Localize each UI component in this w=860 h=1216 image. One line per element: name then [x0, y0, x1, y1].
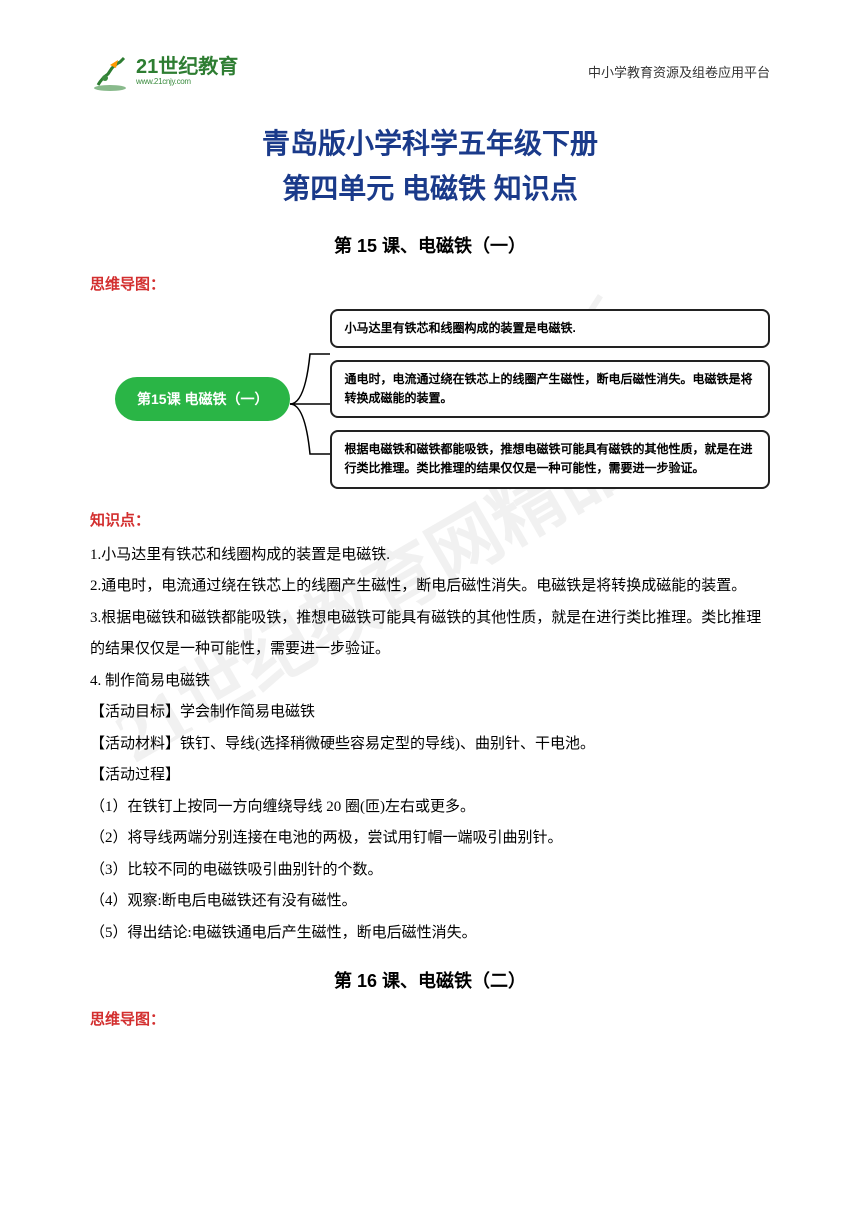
- mindmap-connector: [290, 334, 330, 464]
- page-header: 21世纪教育 www.21cnjy.com 中小学教育资源及组卷应用平台: [90, 50, 770, 92]
- knowledge-item-2: 2.通电时，电流通过绕在铁芯上的线圈产生磁性，断电后磁性消失。电磁铁是将转换成磁…: [90, 571, 770, 603]
- mindmap-branches: 小马达里有铁芯和线圈构成的装置是电磁铁. 通电时，电流通过绕在铁芯上的线圈产生磁…: [330, 309, 770, 489]
- title-line2: 第四单元 电磁铁 知识点: [90, 167, 770, 212]
- title-line1: 青岛版小学科学五年级下册: [90, 122, 770, 167]
- knowledge-item-5: 【活动目标】学会制作简易电磁铁: [90, 697, 770, 729]
- header-right-text: 中小学教育资源及组卷应用平台: [588, 62, 770, 81]
- knowledge-item-6: 【活动材料】铁钉、导线(选择稍微硬些容易定型的导线)、曲别针、干电池。: [90, 729, 770, 761]
- knowledge-content: 1.小马达里有铁芯和线圈构成的装置是电磁铁. 2.通电时，电流通过绕在铁芯上的线…: [90, 540, 770, 950]
- mindmap-label-2: 思维导图：: [90, 1008, 770, 1029]
- page-content: 21世纪教育 www.21cnjy.com 中小学教育资源及组卷应用平台 青岛版…: [0, 0, 860, 1079]
- knowledge-item-12: （5）得出结论:电磁铁通电后产生磁性，断电后磁性消失。: [90, 918, 770, 950]
- lesson15-title: 第 15 课、电磁铁（一）: [90, 232, 770, 258]
- mindmap-label: 思维导图：: [90, 273, 770, 294]
- logo-main-text: 21世纪教育: [136, 57, 238, 77]
- knowledge-label: 知识点：: [90, 509, 770, 530]
- mindmap-diagram: 第15课 电磁铁（一） 小马达里有铁芯和线圈构成的装置是电磁铁. 通电时，电流通…: [90, 309, 770, 489]
- lesson16-title: 第 16 课、电磁铁（二）: [90, 967, 770, 993]
- knowledge-item-8: （1）在铁钉上按同一方向缠绕导线 20 圈(匝)左右或更多。: [90, 792, 770, 824]
- knowledge-item-11: （4）观察:断电后电磁铁还有没有磁性。: [90, 886, 770, 918]
- logo: 21世纪教育 www.21cnjy.com: [90, 50, 238, 92]
- knowledge-item-7: 【活动过程】: [90, 760, 770, 792]
- logo-sub-text: www.21cnjy.com: [136, 77, 238, 86]
- knowledge-item-9: （2）将导线两端分别连接在电池的两极，尝试用钉帽一端吸引曲别针。: [90, 823, 770, 855]
- logo-icon: [90, 50, 132, 92]
- knowledge-item-1: 1.小马达里有铁芯和线圈构成的装置是电磁铁.: [90, 540, 770, 572]
- knowledge-item-10: （3）比较不同的电磁铁吸引曲别针的个数。: [90, 855, 770, 887]
- document-title: 青岛版小学科学五年级下册 第四单元 电磁铁 知识点: [90, 122, 770, 212]
- branch-box-3: 根据电磁铁和磁铁都能吸铁，推想电磁铁可能具有磁铁的其他性质，就是在进行类比推理。…: [330, 430, 770, 488]
- branch-box-2: 通电时，电流通过绕在铁芯上的线圈产生磁性，断电后磁性消失。电磁铁是将转换成磁能的…: [330, 360, 770, 418]
- knowledge-item-4: 4. 制作简易电磁铁: [90, 666, 770, 698]
- knowledge-item-3: 3.根据电磁铁和磁铁都能吸铁，推想电磁铁可能具有磁铁的其他性质，就是在进行类比推…: [90, 603, 770, 666]
- logo-text: 21世纪教育 www.21cnjy.com: [136, 57, 238, 86]
- branch-box-1: 小马达里有铁芯和线圈构成的装置是电磁铁.: [330, 309, 770, 348]
- mindmap-center-node: 第15课 电磁铁（一）: [115, 377, 290, 421]
